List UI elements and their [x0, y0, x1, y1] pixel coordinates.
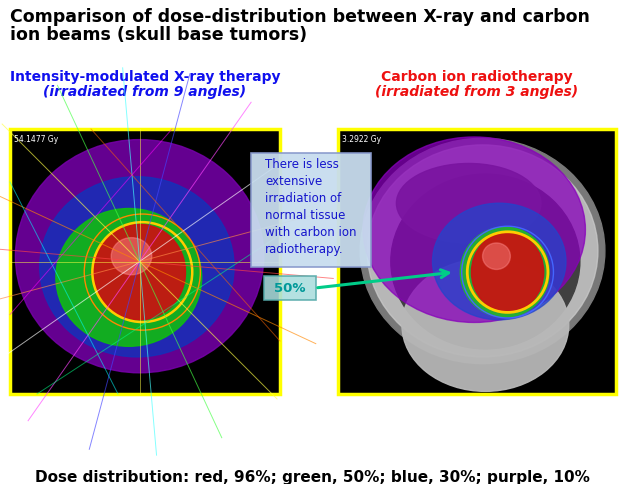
Text: (irradiated from 9 angles): (irradiated from 9 angles) [44, 85, 246, 99]
FancyBboxPatch shape [264, 276, 316, 301]
FancyArrowPatch shape [318, 270, 449, 288]
Ellipse shape [402, 259, 568, 392]
FancyBboxPatch shape [251, 154, 371, 268]
Ellipse shape [94, 225, 185, 320]
Ellipse shape [432, 204, 566, 320]
Ellipse shape [472, 233, 544, 312]
Ellipse shape [391, 175, 580, 349]
Text: 50%: 50% [275, 282, 306, 295]
Text: There is less
extensive
irradiation of
normal tissue
with carbon ion
radiotherap: There is less extensive irradiation of n… [265, 157, 357, 255]
Text: Carbon ion radiotherapy: Carbon ion radiotherapy [381, 70, 573, 84]
Text: Dose distribution: red, 96%; green, 50%; blue, 30%; purple, 10%: Dose distribution: red, 96%; green, 50%;… [34, 469, 590, 484]
Ellipse shape [56, 209, 202, 347]
Ellipse shape [16, 140, 264, 373]
Ellipse shape [360, 139, 605, 364]
Bar [338, 130, 616, 394]
Text: 3.2922 Gy: 3.2922 Gy [342, 135, 381, 144]
Ellipse shape [396, 164, 541, 243]
Ellipse shape [40, 177, 234, 357]
Ellipse shape [461, 227, 549, 318]
Bar [10, 130, 280, 394]
Ellipse shape [482, 243, 510, 270]
Text: Comparison of dose-distribution between X-ray and carbon: Comparison of dose-distribution between … [10, 8, 590, 26]
Text: 54.1477 Gy: 54.1477 Gy [14, 135, 58, 144]
Ellipse shape [367, 146, 598, 357]
Ellipse shape [111, 238, 152, 275]
Text: ion beams (skull base tumors): ion beams (skull base tumors) [10, 26, 307, 44]
Text: (irradiated from 3 angles): (irradiated from 3 angles) [376, 85, 578, 99]
Text: Intensity-modulated X-ray therapy: Intensity-modulated X-ray therapy [10, 70, 280, 84]
Ellipse shape [363, 137, 585, 323]
